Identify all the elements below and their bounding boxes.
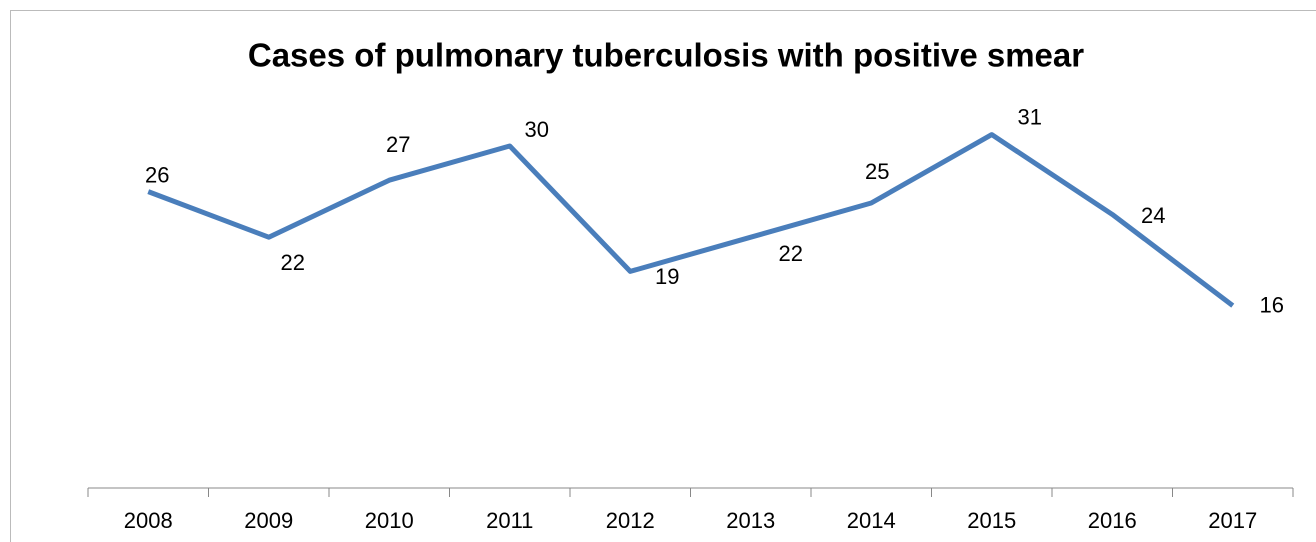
data-label: 25: [865, 159, 889, 184]
data-label: 19: [655, 264, 679, 289]
data-label: 22: [779, 241, 803, 266]
data-label: 30: [525, 117, 549, 142]
x-tick-label: 2011: [486, 508, 533, 533]
chart-frame: [10, 10, 1316, 542]
data-label: 27: [386, 132, 410, 157]
x-tick-label: 2017: [1208, 508, 1257, 533]
data-label: 26: [145, 162, 169, 187]
x-tick-label: 2013: [726, 508, 775, 533]
data-label: 22: [281, 250, 305, 275]
x-tick-label: 2016: [1088, 508, 1137, 533]
data-label: 24: [1141, 203, 1165, 228]
x-tick-label: 2012: [606, 508, 655, 533]
data-label: 16: [1260, 292, 1284, 317]
x-tick-label: 2014: [847, 508, 896, 533]
chart-title: Cases of pulmonary tuberculosis with pos…: [248, 37, 1084, 74]
x-tick-label: 2009: [244, 508, 293, 533]
data-line: [147, 132, 1235, 308]
x-tick-label: 2008: [124, 508, 173, 533]
x-tick-label: 2015: [967, 508, 1016, 533]
data-label: 31: [1018, 104, 1042, 129]
x-tick-label: 2010: [365, 508, 414, 533]
